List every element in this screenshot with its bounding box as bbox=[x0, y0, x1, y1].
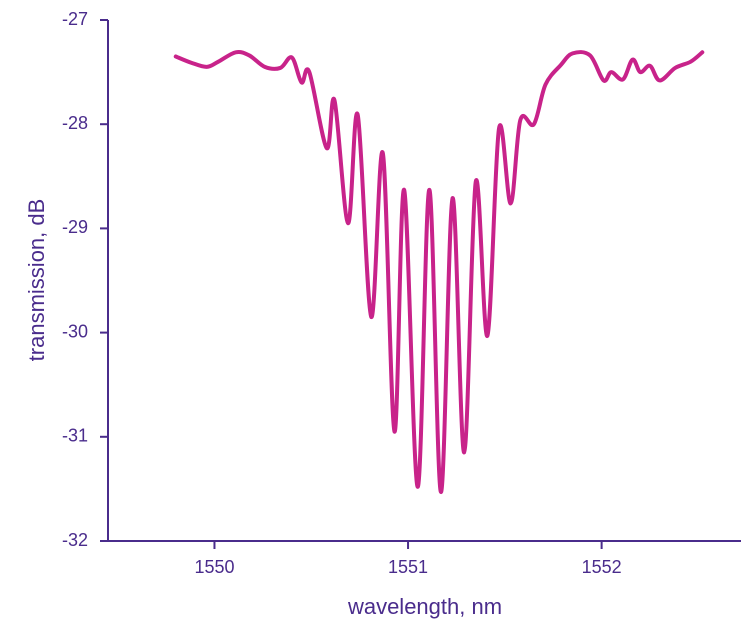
y-tick-label: -29 bbox=[62, 217, 88, 237]
x-tick-label: 1550 bbox=[194, 557, 234, 577]
x-tick-label: 1552 bbox=[582, 557, 622, 577]
y-tick-label: -30 bbox=[62, 321, 88, 341]
y-tick-label: -27 bbox=[62, 9, 88, 29]
y-tick-label: -28 bbox=[62, 113, 88, 133]
y-tick-label: -31 bbox=[62, 426, 88, 446]
y-axis-title: transmission, dB bbox=[24, 199, 49, 362]
x-tick-label: 1551 bbox=[388, 557, 428, 577]
y-tick-label: -32 bbox=[62, 530, 88, 550]
x-axis-title: wavelength, nm bbox=[347, 594, 502, 619]
spectrum-line bbox=[173, 50, 705, 495]
